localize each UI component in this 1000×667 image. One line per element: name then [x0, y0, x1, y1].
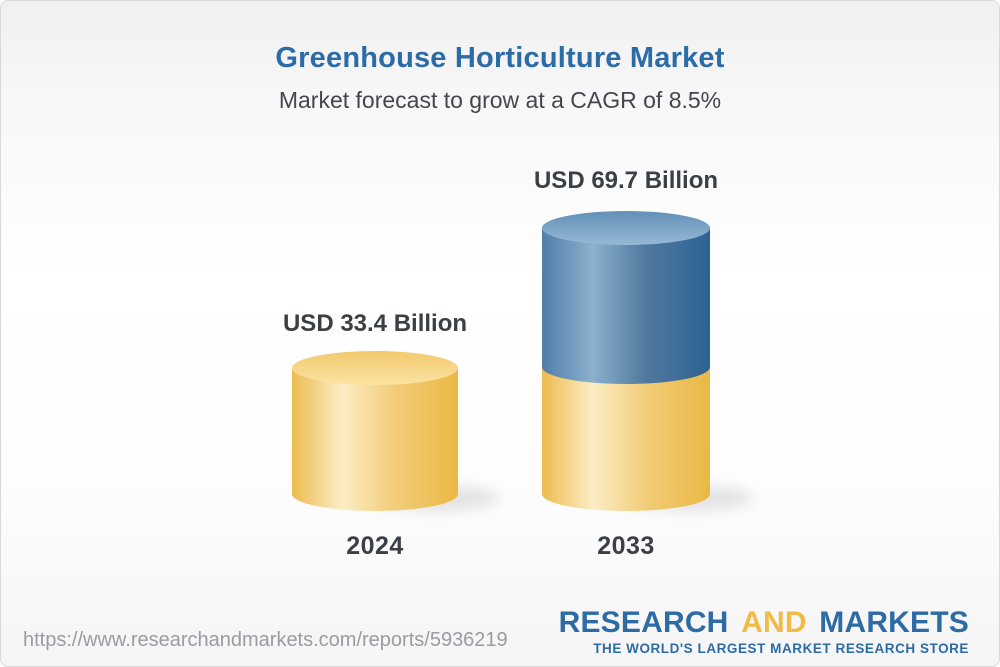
logo-word-markets: MARKETS [819, 606, 969, 639]
logo-wordmark: RESEARCH AND MARKETS [559, 608, 969, 638]
logo-word-research: RESEARCH [558, 606, 729, 639]
bar-2024-category-label: 2024 [346, 532, 404, 560]
bar-2024-cylinder [292, 351, 458, 511]
bar-2024-value-label: USD 33.4 Billion [282, 310, 468, 337]
bar-2033-yellow-segment [542, 367, 710, 511]
page-title: Greenhouse Horticulture Market [275, 42, 725, 74]
logo-tagline: THE WORLD'S LARGEST MARKET RESEARCH STOR… [593, 641, 969, 656]
logo-word-and: AND [741, 606, 807, 639]
research-and-markets-logo: RESEARCH AND MARKETS THE WORLD'S LARGEST… [559, 608, 969, 657]
bar-2033-cylinder [542, 211, 710, 511]
bar-2033-value-label: USD 69.7 Billion [533, 167, 719, 194]
bar-2033-category-label: 2033 [597, 532, 655, 560]
bar-2033-blue-segment [542, 228, 710, 384]
page-subtitle: Market forecast to grow at a CAGR of 8.5… [278, 87, 722, 113]
report-url-link[interactable]: https://www.researchandmarkets.com/repor… [23, 629, 508, 651]
